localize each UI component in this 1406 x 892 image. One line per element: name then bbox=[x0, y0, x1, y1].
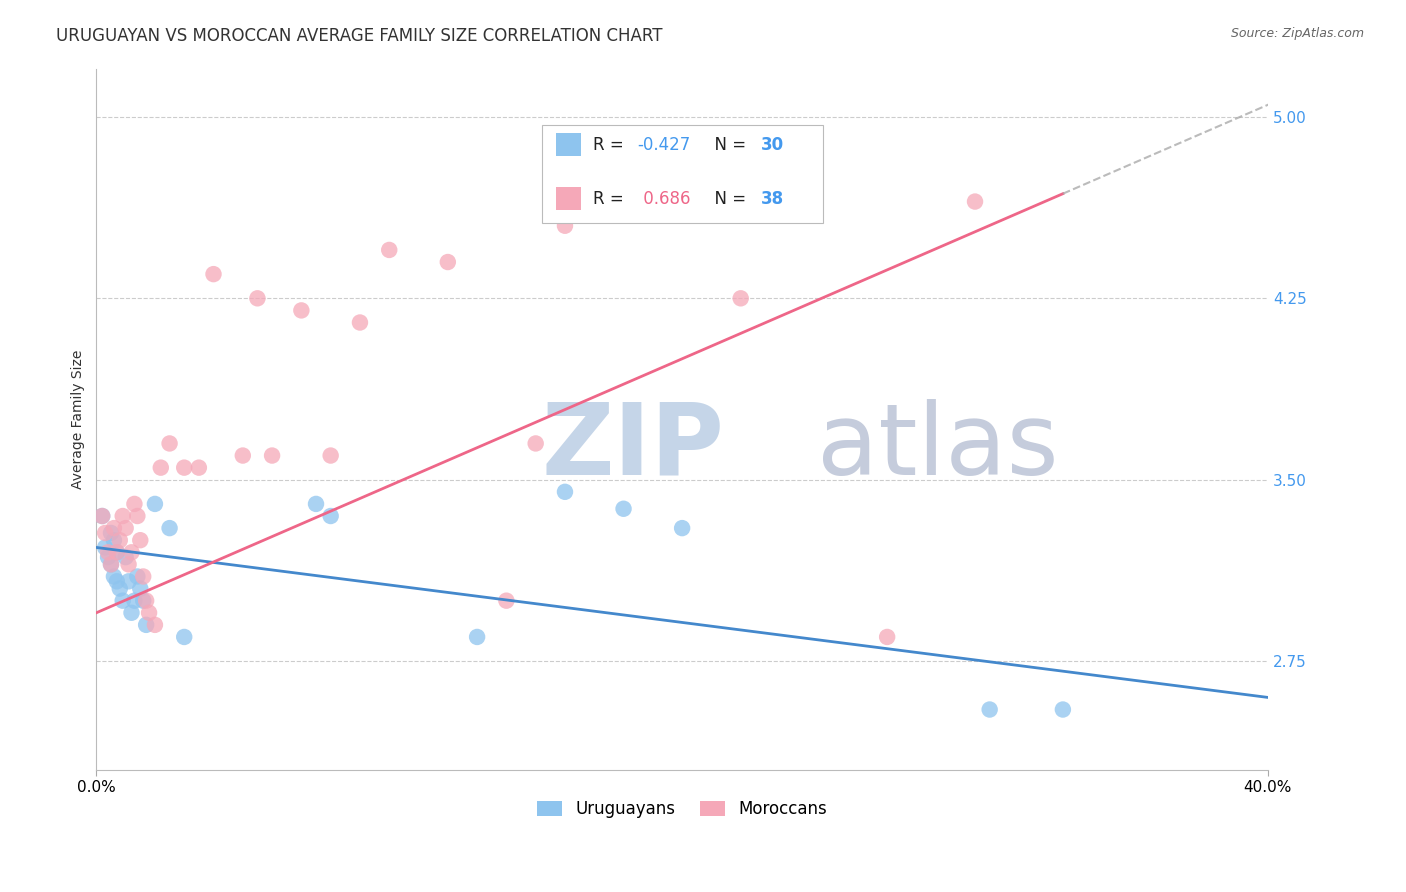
Point bbox=[127, 508, 149, 523]
Point bbox=[305, 497, 328, 511]
Point bbox=[554, 484, 576, 499]
Text: 38: 38 bbox=[761, 190, 783, 208]
Point bbox=[97, 550, 120, 565]
Text: 0.686: 0.686 bbox=[637, 190, 690, 208]
Point bbox=[127, 569, 149, 583]
Text: N =: N = bbox=[704, 190, 752, 208]
Point bbox=[232, 449, 254, 463]
Point bbox=[979, 702, 1001, 716]
Point bbox=[105, 545, 128, 559]
Point bbox=[319, 449, 342, 463]
Point bbox=[963, 194, 986, 209]
Point bbox=[124, 497, 146, 511]
FancyBboxPatch shape bbox=[555, 187, 581, 211]
Y-axis label: Average Family Size: Average Family Size bbox=[72, 350, 86, 489]
Text: ZIP: ZIP bbox=[541, 399, 724, 496]
Point bbox=[108, 582, 131, 596]
Point bbox=[246, 291, 269, 305]
Text: R =: R = bbox=[593, 190, 628, 208]
Point bbox=[91, 508, 114, 523]
Point bbox=[876, 630, 898, 644]
Point bbox=[129, 533, 152, 548]
Point bbox=[121, 545, 143, 559]
Point bbox=[143, 497, 166, 511]
Point bbox=[117, 558, 139, 572]
Point bbox=[103, 533, 125, 548]
Point bbox=[149, 460, 172, 475]
Point bbox=[94, 541, 117, 555]
Legend: Uruguayans, Moroccans: Uruguayans, Moroccans bbox=[530, 794, 834, 825]
Point bbox=[108, 533, 131, 548]
Point bbox=[94, 525, 117, 540]
Point bbox=[138, 606, 160, 620]
Point bbox=[121, 606, 143, 620]
Point bbox=[612, 207, 634, 221]
Point bbox=[129, 582, 152, 596]
Point bbox=[97, 545, 120, 559]
Point bbox=[1052, 702, 1074, 716]
Point bbox=[111, 593, 134, 607]
Point bbox=[100, 525, 122, 540]
FancyBboxPatch shape bbox=[541, 125, 823, 223]
Text: Source: ZipAtlas.com: Source: ZipAtlas.com bbox=[1230, 27, 1364, 40]
Point bbox=[173, 460, 195, 475]
Point bbox=[117, 574, 139, 589]
Point bbox=[135, 618, 157, 632]
Point bbox=[612, 501, 634, 516]
Text: R =: R = bbox=[593, 136, 628, 153]
Point bbox=[143, 618, 166, 632]
Point bbox=[671, 521, 693, 535]
Point bbox=[554, 219, 576, 233]
Point bbox=[100, 558, 122, 572]
Point bbox=[495, 593, 517, 607]
Point bbox=[124, 593, 146, 607]
Text: N =: N = bbox=[704, 136, 752, 153]
Point bbox=[159, 436, 181, 450]
Point bbox=[159, 521, 181, 535]
Point bbox=[319, 508, 342, 523]
Point bbox=[103, 521, 125, 535]
Point bbox=[135, 593, 157, 607]
Point bbox=[173, 630, 195, 644]
Point bbox=[465, 630, 488, 644]
Point bbox=[378, 243, 401, 257]
Point bbox=[202, 267, 225, 281]
FancyBboxPatch shape bbox=[555, 133, 581, 156]
Point bbox=[114, 550, 136, 565]
Text: atlas: atlas bbox=[817, 399, 1059, 496]
Text: 30: 30 bbox=[761, 136, 783, 153]
Point bbox=[111, 508, 134, 523]
Point bbox=[187, 460, 209, 475]
Point bbox=[730, 291, 752, 305]
Point bbox=[91, 508, 114, 523]
Point bbox=[524, 436, 547, 450]
Point bbox=[132, 569, 155, 583]
Point bbox=[100, 558, 122, 572]
Point bbox=[114, 521, 136, 535]
Point bbox=[105, 574, 128, 589]
Point bbox=[290, 303, 312, 318]
Point bbox=[132, 593, 155, 607]
Point bbox=[262, 449, 284, 463]
Text: -0.427: -0.427 bbox=[637, 136, 690, 153]
Point bbox=[349, 316, 371, 330]
Text: URUGUAYAN VS MOROCCAN AVERAGE FAMILY SIZE CORRELATION CHART: URUGUAYAN VS MOROCCAN AVERAGE FAMILY SIZ… bbox=[56, 27, 662, 45]
Point bbox=[437, 255, 460, 269]
Point bbox=[103, 569, 125, 583]
Point bbox=[105, 545, 128, 559]
